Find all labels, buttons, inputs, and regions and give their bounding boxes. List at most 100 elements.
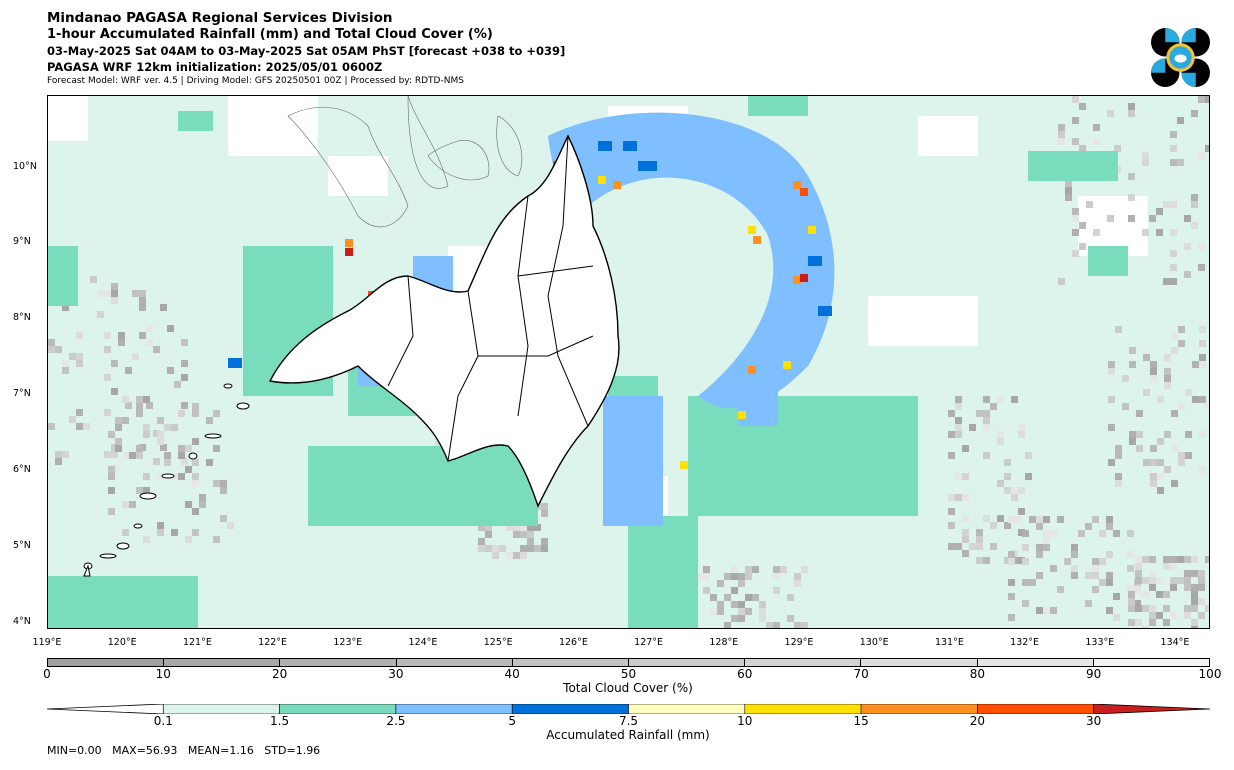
cloud-cell (520, 524, 527, 531)
cloud-cell (1079, 145, 1086, 152)
cloud-cell (962, 494, 969, 501)
cloud-cell (1115, 445, 1122, 452)
cloud-cell (1198, 96, 1205, 103)
cloud-cell (1064, 558, 1071, 565)
cloud-cell (1163, 619, 1170, 626)
cloud-cell (787, 594, 794, 601)
cloud-cell (1115, 473, 1122, 480)
cloud-cell (752, 594, 759, 601)
cloud-cell (499, 545, 506, 552)
cloud-cell (1164, 431, 1171, 438)
cloud-cell (955, 473, 962, 480)
cloud-cell (1036, 544, 1043, 551)
cloud-cell (997, 438, 1004, 445)
cloud-cell (181, 458, 188, 465)
map-canvas (48, 96, 1209, 628)
cloud-cell (520, 531, 527, 538)
cloud-colorbar-segment (280, 659, 397, 666)
cloud-cell (520, 545, 527, 552)
cloud-cell (1150, 361, 1157, 368)
rain-colorbar-segment (860, 704, 978, 714)
cloud-cell (1129, 431, 1136, 438)
cloud-cover-colorbar-title: Total Cloud Cover (%) (563, 681, 693, 695)
cloud-cell (62, 451, 69, 458)
cloud-cell (955, 417, 962, 424)
rain-tick-label: 7.5 (618, 714, 639, 728)
intense-rain-cell (345, 248, 353, 256)
cloud-cell (174, 381, 181, 388)
cloud-cell (1057, 516, 1064, 523)
cloud-cell (1164, 368, 1171, 375)
cloud-cell (1191, 222, 1198, 229)
cloud-colorbar-segment (396, 659, 513, 666)
sulu-island (133, 523, 143, 529)
cloud-cell (1106, 579, 1113, 586)
rain-colorbar-segment (744, 704, 862, 714)
cloud-cell (69, 353, 76, 360)
cloud-cell (1135, 556, 1142, 563)
cloud-cell (513, 524, 520, 531)
province-boundary (547, 135, 589, 427)
cloud-cell (1128, 605, 1135, 612)
cloud-cell (1164, 382, 1171, 389)
cloud-cell (1115, 480, 1122, 487)
cloud-cell (1170, 556, 1177, 563)
cloud-cell (178, 452, 185, 459)
cloud-cell (1199, 431, 1206, 438)
cloud-cell (1177, 159, 1184, 166)
cloud-cell (1163, 278, 1170, 285)
cloud-cell (62, 367, 69, 374)
cloud-cell (146, 402, 153, 409)
clear-sky-area (868, 296, 978, 346)
cloud-cell (1198, 243, 1205, 250)
cloud-cell (1198, 584, 1205, 591)
cloud-colorbar-segment (512, 659, 630, 666)
cloud-cell (164, 424, 171, 431)
cloud-cell (160, 444, 167, 451)
cloud-cell (1191, 570, 1198, 577)
cloud-cell (724, 622, 731, 628)
cloud-cell (1008, 551, 1015, 558)
cloud-cell (1178, 326, 1185, 333)
moderate-rain-area (308, 446, 538, 526)
cloud-cell (1008, 593, 1015, 600)
intense-rain-cell (808, 226, 816, 234)
cloud-tick-label: 80 (969, 667, 986, 681)
cloud-cell (1135, 570, 1142, 577)
cloud-cell (1142, 605, 1149, 612)
rain-tick-label: 0.1 (153, 714, 173, 728)
cloud-cell (1170, 563, 1177, 570)
cloud-cell (1184, 584, 1191, 591)
cloud-cell (759, 615, 766, 622)
cloud-cell (1108, 361, 1115, 368)
rain-tick-label: 20 (969, 714, 986, 728)
moderate-rain-area (48, 246, 78, 306)
cloud-cell (1170, 577, 1177, 584)
cloud-cell (206, 417, 213, 424)
cloud-cell (1113, 593, 1120, 600)
cloud-cell (118, 339, 125, 346)
cloud-cell (1072, 117, 1079, 124)
cloud-cell (1149, 215, 1156, 222)
cloud-cell (717, 580, 724, 587)
cloud-cell (976, 557, 983, 564)
cloud-cell (1092, 516, 1099, 523)
cloud-cell (1135, 619, 1142, 626)
cloud-cell (192, 459, 199, 466)
cloud-cell (122, 529, 129, 536)
cloud-cell (178, 473, 185, 480)
lon-tick-label: 128°E (709, 637, 739, 648)
cloud-cell (745, 573, 752, 580)
rain-tick-label: 5 (508, 714, 517, 728)
cloud-cell (76, 409, 83, 416)
cloud-cell (143, 473, 150, 480)
cloud-cell (1171, 480, 1178, 487)
lon-tick-label: 126°E (558, 637, 588, 648)
cloud-cell (710, 594, 717, 601)
cloud-cell (1149, 570, 1156, 577)
cloud-cell (104, 346, 111, 353)
cloud-cell (1004, 487, 1011, 494)
lon-tick-label: 122°E (258, 637, 288, 648)
cloud-cell (1065, 194, 1072, 201)
cloud-cell (485, 545, 492, 552)
